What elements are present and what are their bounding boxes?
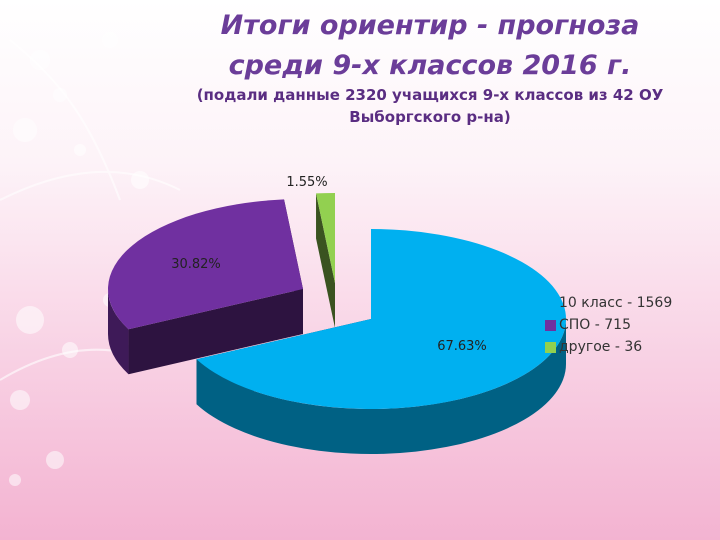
slice-top-10-class: [196, 229, 566, 410]
slice-side-spo: [108, 289, 129, 375]
chart-legend: 10 класс - 1569 СПО - 715 другое - 36: [545, 292, 672, 358]
data-label-10-class: 67.63%: [437, 339, 487, 354]
legend-label-other: другое - 36: [559, 339, 643, 355]
legend-swatch-10-class: [545, 297, 556, 309]
title-line-1: Итоги ориентир - прогноза: [220, 10, 640, 41]
slice-cut-spo-0: [128, 289, 303, 375]
legend-label-spo: СПО - 715: [559, 317, 631, 333]
legend-item-10-class: 10 класс - 1569: [545, 292, 672, 314]
legend-item-spo: СПО - 715: [545, 314, 672, 336]
subtitle-line-1: (подали данные 2320 учащихся 9-х классов…: [196, 86, 664, 104]
page-title: Итоги ориентир - прогноза среди 9-х клас…: [150, 6, 710, 86]
legend-label-10-class: 10 класс - 1569: [559, 295, 673, 311]
legend-swatch-spo: [545, 319, 556, 331]
legend-item-other: другое - 36: [545, 336, 672, 358]
slice-top-other: [316, 193, 335, 283]
data-label-other: 1.55%: [286, 175, 327, 190]
subtitle-line-2: Выборгского р-на): [349, 108, 511, 126]
slice-cut-other-0: [316, 193, 335, 328]
title-line-2: среди 9-х классов 2016 г.: [228, 50, 632, 81]
data-label-spo: 30.82%: [171, 257, 221, 272]
page-subtitle: (подали данные 2320 учащихся 9-х классов…: [170, 84, 690, 128]
slice-side-10-class: [196, 319, 566, 455]
slice-top-spo: [108, 199, 303, 330]
legend-swatch-other: [545, 341, 556, 353]
